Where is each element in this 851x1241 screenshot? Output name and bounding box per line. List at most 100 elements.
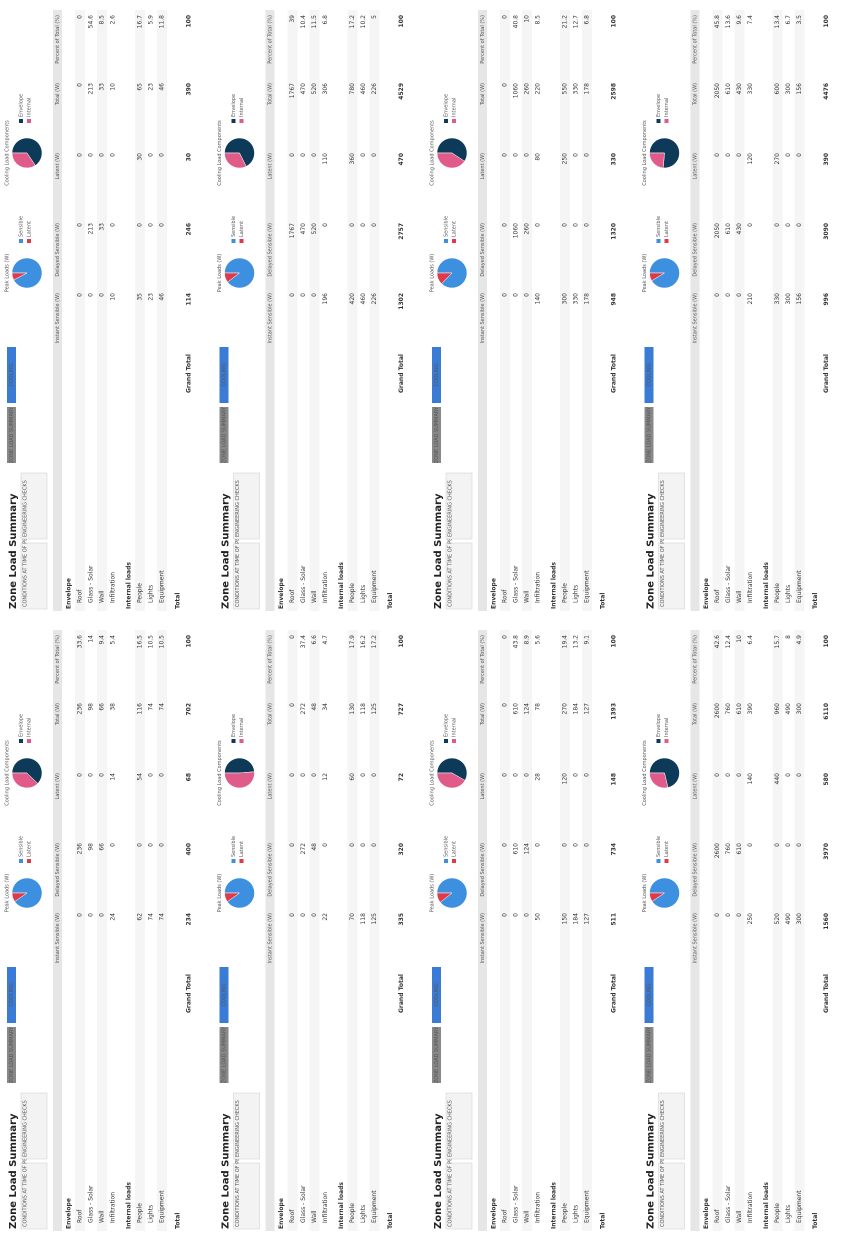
cell-value: 11.5	[311, 15, 318, 29]
cell-value: 74	[148, 913, 155, 921]
row-label: Equipment	[796, 1190, 803, 1223]
column-header: Total (W)	[693, 703, 699, 726]
column-header: Percent of Total (%)	[480, 635, 486, 684]
cell-value: 0	[513, 293, 520, 297]
legend-label: Envelope	[19, 714, 25, 737]
section-title: Internal loads	[126, 562, 133, 609]
panel-title: Zone Load Summary	[646, 493, 657, 609]
cell-value: 8.5	[535, 15, 542, 25]
cell-value: 0	[159, 843, 166, 847]
cell-value: 0	[584, 843, 591, 847]
legend-swatch	[444, 739, 448, 743]
legend-swatch	[239, 239, 244, 243]
cell-value: 100	[611, 15, 618, 28]
row-stripe	[287, 10, 298, 611]
section-title: Internal loads	[126, 1182, 133, 1229]
column-header: Instant Sensible (W)	[480, 293, 486, 344]
row-stripe	[772, 630, 783, 1231]
legend-label: Latent	[452, 841, 458, 857]
pie-slice	[649, 772, 669, 789]
cell-value: 0	[311, 913, 318, 917]
row-label: Roof	[502, 1209, 509, 1223]
cell-value: 0	[88, 913, 95, 917]
tab-label: ZONE LOAD SUMMARY	[9, 1026, 15, 1083]
info-box	[233, 1092, 260, 1160]
tab-label: ZONE LOAD SUMMARY	[222, 1026, 228, 1083]
tab	[7, 407, 16, 463]
info-box	[658, 542, 685, 610]
pie-title: Cooling Load Components	[5, 740, 11, 806]
legend-label: Envelope	[444, 714, 450, 737]
column-header: Delayed Sensible (W)	[268, 843, 274, 897]
tab	[644, 407, 654, 463]
cell-value: 520	[311, 83, 318, 95]
cell-value: 70	[349, 913, 356, 921]
info-label: ENGINEERING CHECKS	[448, 1100, 454, 1157]
section-title: Internal loads	[338, 562, 345, 609]
row-stripe	[734, 630, 745, 1231]
row-stripe	[582, 10, 592, 611]
legend-swatch	[19, 859, 23, 863]
cell-value: 22	[322, 913, 329, 921]
cell-value: 430	[736, 223, 743, 235]
cell-value: 48	[311, 703, 318, 711]
cell-value: 100	[398, 15, 405, 28]
section-title: Envelope	[491, 1198, 498, 1229]
cell-value: 2757	[398, 223, 405, 240]
cell-value: 6.6	[311, 635, 318, 645]
cell-value: 9.4	[99, 635, 106, 645]
row-stripe	[794, 10, 805, 611]
info-box	[233, 542, 260, 610]
column-header: Instant Sensible (W)	[480, 913, 486, 964]
cell-value: 0	[796, 153, 803, 157]
cell-value: 0	[714, 153, 721, 157]
cell-value: 0	[502, 153, 509, 157]
row-label: Equipment	[159, 570, 166, 603]
cell-value: 610	[725, 83, 732, 95]
section-title: Total	[387, 1213, 394, 1229]
cell-value: 60	[349, 773, 356, 781]
section-title: Envelope	[703, 1198, 710, 1229]
legend-label: Internal	[452, 98, 458, 117]
cell-value: 1767	[289, 83, 296, 98]
pie-title: Peak Loads (W)	[5, 874, 11, 913]
info-box	[20, 542, 48, 610]
cell-value: 28	[535, 773, 542, 781]
cell-value: 8.9	[524, 635, 531, 645]
row-label: People	[562, 583, 569, 603]
cell-value: 98	[88, 843, 95, 851]
cell-value: 0	[289, 773, 296, 777]
row-label: Lights	[573, 585, 580, 603]
cell-value: 996	[823, 293, 830, 306]
cell-value: 600	[774, 83, 781, 95]
row-label: Roof	[714, 589, 721, 603]
cell-value: 21.2	[562, 15, 569, 29]
cell-value: 8.5	[99, 15, 106, 25]
legend-label: Internal	[239, 718, 245, 737]
cell-value: 30	[186, 153, 193, 161]
table-header-bg	[265, 10, 275, 611]
cell-value: 17.2	[349, 15, 356, 29]
cell-value: 14	[110, 773, 117, 781]
legend-label: Internal	[664, 718, 670, 737]
legend-label: Latent	[452, 221, 458, 237]
row-label: Grand Total	[611, 974, 618, 1013]
cell-value: 33	[99, 83, 106, 91]
row-label: Grand Total	[823, 974, 830, 1013]
cell-value: 0	[77, 153, 84, 157]
cell-value: 460	[360, 83, 367, 95]
pie-slice	[649, 272, 666, 282]
row-stripe	[347, 630, 358, 1231]
cell-value: 184	[573, 913, 580, 925]
cell-value: 0	[502, 83, 509, 87]
cell-value: 50	[535, 913, 542, 921]
cell-value: 3090	[823, 223, 830, 240]
pie-slice	[436, 152, 465, 169]
cell-value: 0	[573, 773, 580, 777]
tab-label: COOLING	[434, 363, 440, 386]
cell-value: 37.4	[300, 635, 307, 649]
cell-value: 270	[774, 153, 781, 165]
column-header: Percent of Total (%)	[480, 15, 486, 64]
section-title: Envelope	[66, 1198, 73, 1229]
tab-label: ZONE LOAD SUMMARY	[222, 406, 228, 463]
